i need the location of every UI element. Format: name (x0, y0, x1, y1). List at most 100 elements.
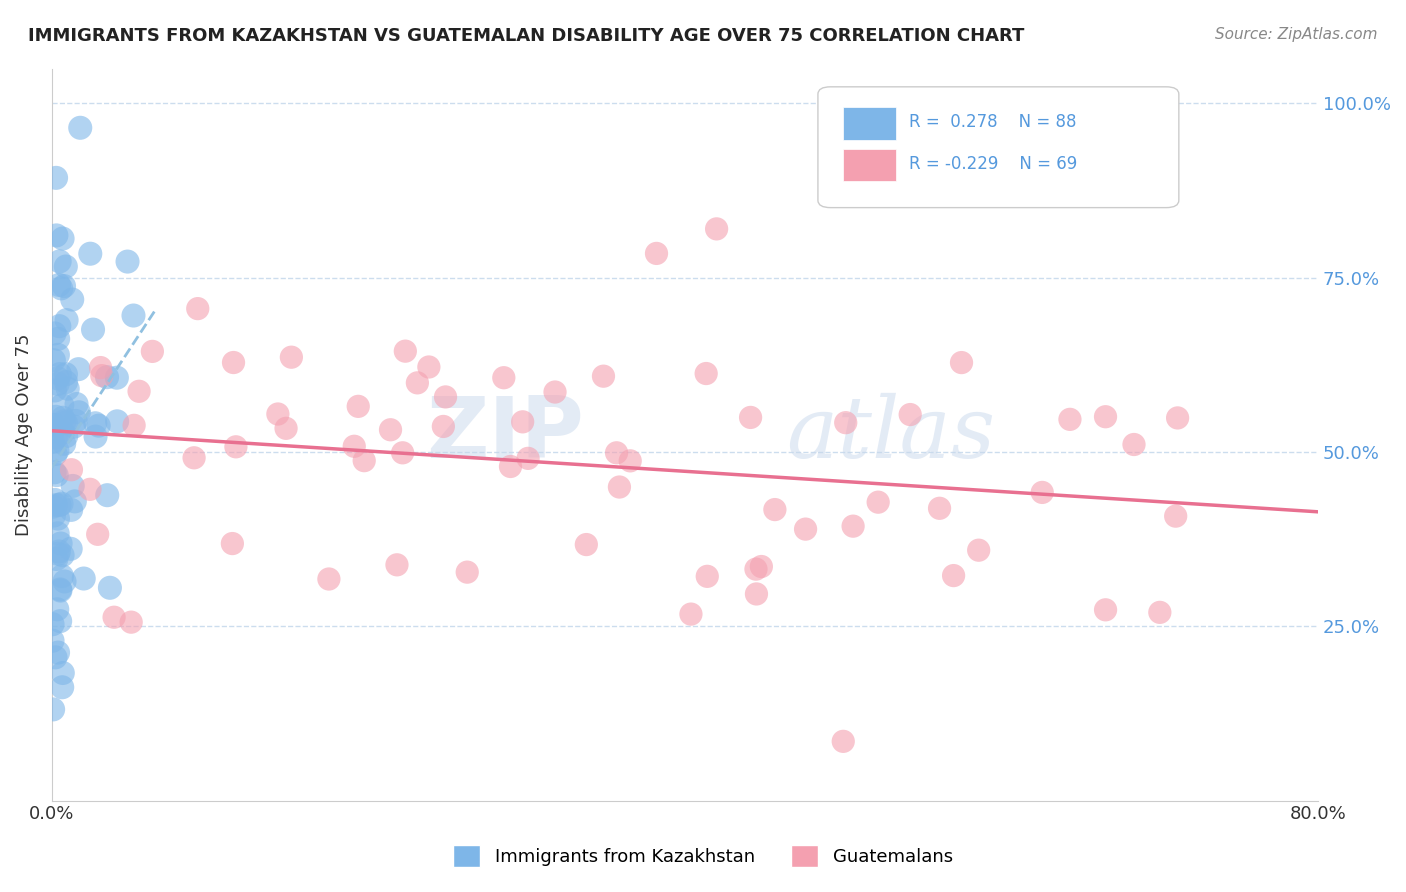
Point (434, 390, 457, 404)
Point (53, 414, 76, 428)
Point (42, 500, 65, 514)
Text: atlas: atlas (786, 393, 995, 476)
Point (60, 293, 83, 307)
Point (751, 559, 773, 574)
Point (55, 313, 77, 327)
Point (432, 419, 454, 434)
Point (128, 384, 150, 399)
Text: Source: ZipAtlas.com: Source: ZipAtlas.com (1215, 27, 1378, 42)
Point (42, 702, 65, 716)
Point (832, 734, 855, 748)
Point (343, 439, 366, 453)
Point (49, 582, 72, 597)
Point (122, 418, 145, 433)
Point (42, 353, 65, 368)
Point (46, 332, 69, 346)
Point (45, 170, 67, 185)
Point (67, 362, 90, 376)
Point (46, 511, 69, 525)
Point (695, 367, 717, 381)
Point (60, 503, 83, 517)
Point (187, 301, 209, 316)
Point (52, 231, 75, 245)
Point (42, 424, 65, 438)
Point (48, 544, 70, 558)
Point (55, 368, 77, 382)
Point (53, 279, 76, 293)
Point (86, 527, 108, 541)
Point (44, 418, 66, 433)
Point (59, 541, 82, 556)
Point (73, 572, 96, 586)
Point (706, 222, 728, 236)
Point (45, 228, 67, 243)
Point (1094, 409, 1116, 424)
Point (745, 562, 768, 576)
Point (46, 443, 69, 458)
Point (48, 498, 70, 512)
Point (1031, 485, 1053, 500)
Point (45, 552, 67, 566)
Point (619, 454, 641, 468)
Point (55, 416, 77, 430)
Point (60, 463, 83, 477)
Point (56, 382, 79, 396)
Point (49, 614, 72, 628)
Point (51, 497, 73, 511)
Point (44, 492, 66, 507)
Point (44, 465, 66, 479)
Point (928, 501, 950, 516)
Point (267, 407, 290, 421)
Point (69, 120, 91, 135)
Point (90, 368, 112, 383)
Point (499, 459, 522, 474)
Point (117, 254, 139, 268)
Point (1164, 509, 1187, 524)
FancyBboxPatch shape (844, 149, 897, 181)
Point (44, 650, 66, 665)
Point (90, 360, 112, 375)
Point (967, 543, 990, 558)
Point (48, 277, 70, 292)
Point (418, 359, 440, 374)
Point (868, 495, 890, 509)
Point (63, 494, 86, 508)
Point (63, 419, 86, 434)
Point (96, 370, 118, 384)
Point (318, 572, 340, 586)
Point (45, 498, 67, 512)
Point (55, 375, 77, 389)
Point (46, 646, 69, 660)
Point (79, 483, 101, 497)
Point (141, 344, 163, 359)
Point (1094, 603, 1116, 617)
Point (1149, 606, 1171, 620)
Point (48, 254, 70, 268)
Point (52, 410, 75, 425)
Point (794, 522, 817, 536)
Point (45, 447, 67, 461)
Point (696, 569, 718, 583)
Point (544, 384, 567, 399)
Point (41, 633, 63, 648)
Point (221, 536, 243, 550)
Point (45, 409, 67, 424)
Text: R =  0.278    N = 88: R = 0.278 N = 88 (910, 113, 1077, 131)
Point (222, 355, 245, 369)
Point (49, 536, 72, 550)
Point (98, 581, 121, 595)
Point (79, 246, 101, 260)
Text: R = -0.229    N = 69: R = -0.229 N = 69 (910, 154, 1077, 173)
Point (391, 446, 413, 460)
Point (347, 400, 370, 414)
Point (44, 326, 66, 341)
Point (46, 526, 69, 541)
Point (82, 323, 104, 337)
Y-axis label: Disability Age Over 75: Disability Age Over 75 (15, 334, 32, 536)
Point (42, 417, 65, 432)
Point (406, 376, 429, 390)
Legend: Immigrants from Kazakhstan, Guatemalans: Immigrants from Kazakhstan, Guatemalans (446, 838, 960, 874)
Point (456, 565, 478, 579)
Point (394, 344, 416, 359)
Point (45, 430, 67, 444)
